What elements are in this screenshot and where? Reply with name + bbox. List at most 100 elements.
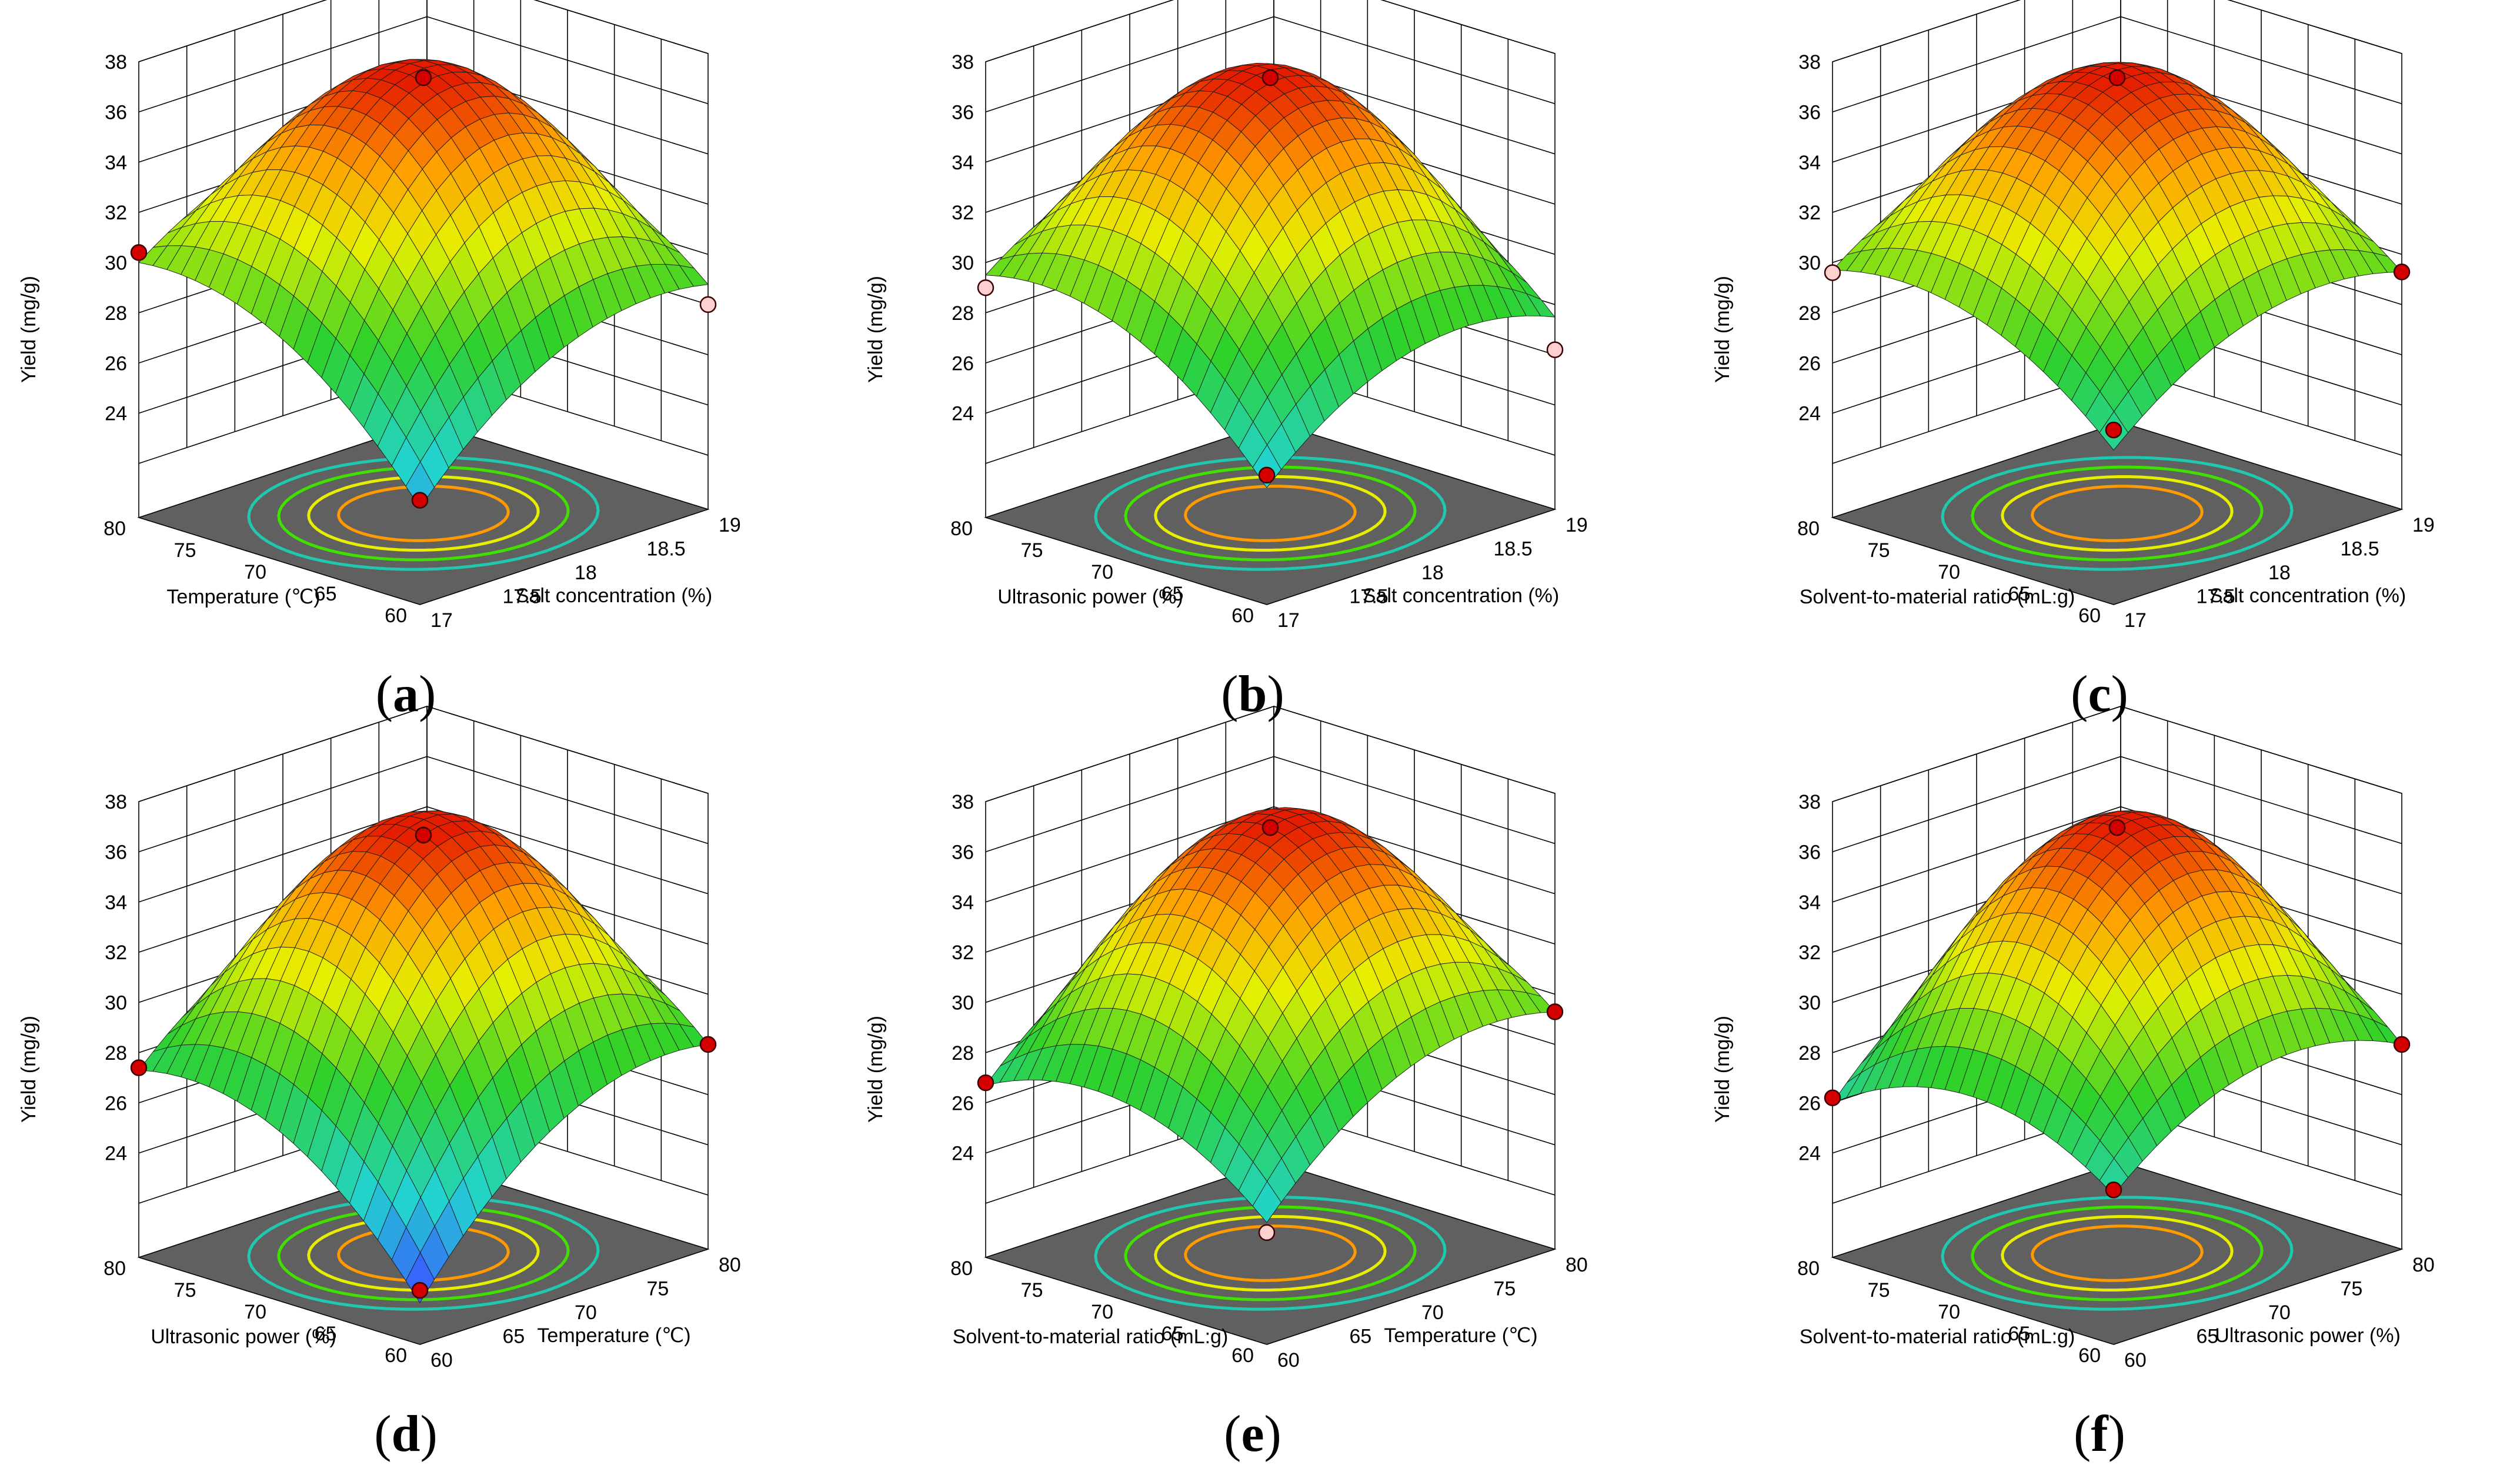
x-tick-label-b: 65 [1161,583,1184,605]
z-tick-label-d: 26 [105,1092,127,1114]
x-tick-label-e: 60 [1231,1344,1254,1367]
contour-line-c [1971,465,2264,562]
y-tick-label-c: 18.5 [2341,538,2379,560]
caption-d: (d) [374,1406,438,1463]
y-axis-label-c: Salt concentration (%) [2209,585,2406,607]
x-tick-label-e: 65 [1161,1323,1184,1345]
y-tick-label-c: 19 [2412,514,2435,536]
y-tick-label-d: 70 [575,1302,597,1324]
z-tick-label-f: 28 [1798,1042,1821,1064]
design-point-c [2393,263,2411,281]
y-tick-label-f: 60 [2124,1349,2147,1371]
design-point-a [130,244,148,261]
z-tick-label-e: 38 [952,791,974,813]
design-point-a [699,296,717,313]
caption-a: (a) [375,666,436,723]
z-tick-label-d: 28 [105,1042,127,1064]
z-tick-label-a: 34 [105,152,127,174]
z-tick-label-c: 38 [1798,51,1821,74]
x-tick-label-c: 75 [1868,539,1890,562]
plot-group-a: 24 26 28 30 32 34 36 38 60 65 70 75 80 17 17.5 18 18.5 19… [18,0,741,632]
z-tick-label-b: 26 [952,352,974,375]
z-tick-label-f: 36 [1798,841,1821,863]
z-tick-label-c: 30 [1798,252,1821,275]
z-axis-label-a: Yield (mg/g) [18,276,40,383]
x-tick-label-a: 75 [174,539,196,562]
z-tick-label-f: 38 [1798,791,1821,813]
surface-plot-d: 24 26 28 30 32 34 36 38 60 65 70 75 80 60 65 70 75 80 Yiel… [18,705,741,1371]
x-tick-label-c: 80 [1797,518,1820,540]
y-tick-label-a: 18 [575,562,597,584]
contour-line-a [247,456,600,571]
y-axis-label-a: Salt concentration (%) [516,585,713,607]
surface-plot-c: 24 26 28 30 32 34 36 38 60 65 70 75 80 17 17.5 18 18.5 19… [1711,0,2435,632]
z-tick-label-a: 30 [105,252,127,275]
contour-line-e [1184,1224,1357,1282]
z-tick-label-b: 30 [952,252,974,275]
z-tick-label-e: 30 [952,992,974,1015]
z-tick-label-f: 24 [1798,1143,1821,1165]
contour-line-b [1154,475,1387,552]
panel-b: 24 26 28 30 32 34 36 38 60 65 70 75 80 17 17.5 18 18.5 19… [847,0,1670,723]
y-axis-label-d: Temperature (℃) [537,1324,690,1347]
x-tick-label-a: 65 [315,583,337,605]
design-points-f [1824,819,2411,1199]
plot-group-e: 24 26 28 30 32 34 36 38 60 65 70 75 80 60 65 70 75 80 Yiel… [865,705,1588,1371]
z-tick-label-f: 34 [1798,892,1821,914]
z-ticks-e: 24 26 28 30 32 34 36 38 [952,791,974,1165]
z-tick-label-b: 36 [952,101,974,124]
z-tick-label-a: 24 [105,403,127,425]
y-tick-label-e: 70 [1421,1302,1444,1324]
z-gridline-b [985,0,1556,62]
y-tick-label-d: 75 [647,1278,669,1300]
z-tick-label-f: 26 [1798,1092,1821,1114]
z-ticks-c: 24 26 28 30 32 34 36 38 [1798,51,1821,425]
z-tick-label-e: 26 [952,1092,974,1114]
panel-d: 24 26 28 30 32 34 36 38 60 65 70 75 80 60 65 70 75 80 Yiel… [0,705,823,1463]
panel-e: 24 26 28 30 32 34 36 38 60 65 70 75 80 60 65 70 75 80 Yiel… [847,705,1670,1463]
y-tick-label-d: 80 [719,1254,741,1276]
contour-line-b [1124,465,1417,562]
x-tick-label-f: 60 [2078,1344,2101,1367]
caption-b: (b) [1221,666,1284,723]
x-tick-label-d: 65 [315,1323,337,1345]
y-tick-label-f: 80 [2412,1254,2435,1276]
y-tick-label-d: 60 [430,1349,453,1371]
z-tick-label-c: 26 [1798,352,1821,375]
x-tick-label-e: 70 [1091,1301,1113,1323]
z-tick-label-e: 28 [952,1042,974,1064]
caption-e: (e) [1224,1406,1281,1463]
design-point-b [1546,341,1564,358]
design-point-e [1261,819,1279,836]
y-tick-label-c: 17 [2124,609,2147,632]
design-point-e [1546,1003,1564,1020]
contour-line-e [1094,1196,1447,1311]
z-tick-label-a: 32 [105,202,127,224]
x-tick-label-e: 75 [1021,1279,1043,1302]
y-tick-label-b: 18 [1421,562,1444,584]
z-tick-label-b: 28 [952,302,974,325]
y-axis-label-f: Ultrasonic power (%) [2215,1324,2401,1347]
contour-line-c [2001,475,2234,552]
design-point-d [699,1036,717,1053]
z-axis-label-d: Yield (mg/g) [18,1016,40,1123]
surface-plot-e: 24 26 28 30 32 34 36 38 60 65 70 75 80 60 65 70 75 80 Yiel… [865,705,1588,1371]
design-point-b [977,279,994,296]
z-tick-label-c: 36 [1798,101,1821,124]
x-tick-label-b: 70 [1091,561,1113,583]
z-ticks-d: 24 26 28 30 32 34 36 38 [105,791,127,1165]
design-point-f [2105,1182,2122,1199]
contour-line-f [1941,1196,2294,1311]
z-tick-label-c: 34 [1798,152,1821,174]
contour-floor-c [1831,422,2404,605]
y-tick-label-e: 80 [1566,1254,1588,1276]
design-points-e [977,819,1564,1242]
z-tick-label-b: 32 [952,202,974,224]
contour-line-f [1971,1205,2264,1302]
response-surface-f [1831,810,2403,1196]
contour-line-f [2031,1224,2204,1282]
z-gridline-c [1832,0,2402,62]
contour-line-b [1094,456,1447,571]
y-tick-label-a: 18.5 [647,538,686,560]
